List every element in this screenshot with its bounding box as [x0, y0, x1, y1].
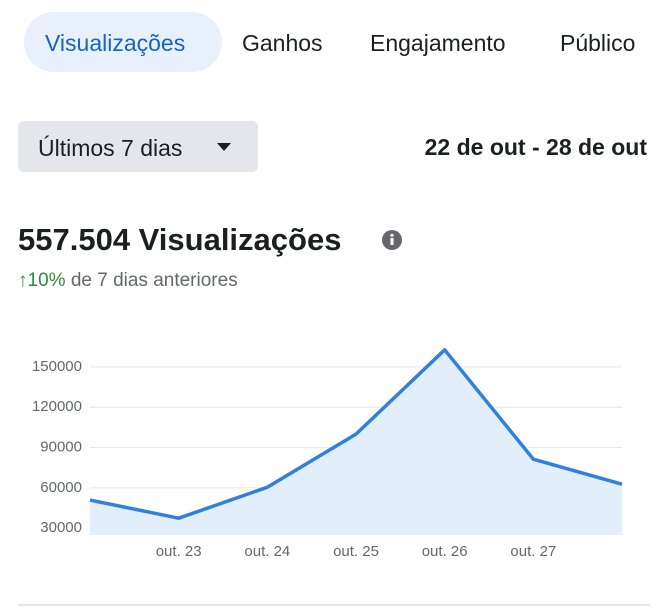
- x-tick-label: out. 24: [244, 543, 290, 560]
- info-icon[interactable]: [382, 230, 402, 250]
- change: ↑10%: [18, 270, 66, 291]
- range-dropdown[interactable]: [18, 121, 258, 172]
- x-tick-label: out. 25: [333, 543, 379, 560]
- active-tab-bg[interactable]: [24, 12, 222, 72]
- x-tick-label: out. 26: [422, 543, 468, 560]
- date-range: 22 de out - 28 de out: [424, 134, 647, 160]
- range-label[interactable]: Últimos 7 dias: [38, 135, 183, 161]
- y-tick-label: 60000: [40, 479, 82, 496]
- tab[interactable]: Visualizações: [45, 30, 186, 56]
- comparison: de 7 dias anteriores: [70, 270, 238, 291]
- y-tick-label: 90000: [40, 439, 82, 456]
- x-tick-label: out. 23: [156, 543, 202, 560]
- headline: 557.504 Visualizações: [18, 222, 342, 257]
- tab[interactable]: Engajamento: [370, 30, 506, 56]
- y-tick-label: 30000: [40, 519, 82, 536]
- change-row: ↑10% de 7 dias anteriores: [18, 270, 238, 292]
- area: [90, 349, 622, 535]
- dropdown-arrow: [217, 143, 231, 151]
- y-tick-label: 150000: [32, 358, 82, 375]
- x-tick-label: out. 27: [510, 543, 556, 560]
- y-tick-label: 120000: [32, 398, 82, 415]
- tab[interactable]: Público: [560, 30, 636, 56]
- tab[interactable]: Ganhos: [242, 30, 323, 56]
- line: [89, 348, 623, 520]
